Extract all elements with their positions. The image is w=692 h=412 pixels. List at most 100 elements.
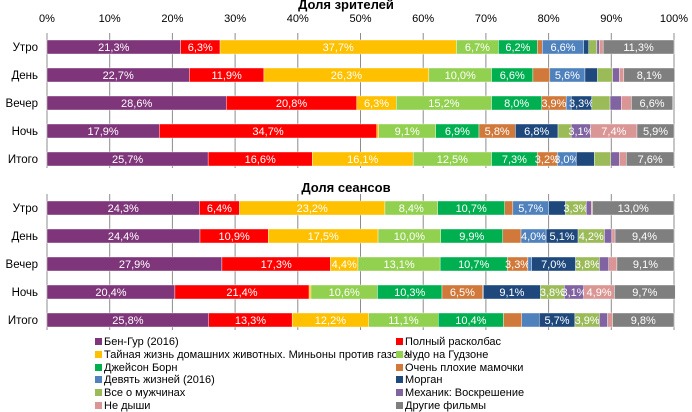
x-tick-label: 70% xyxy=(475,13,497,25)
legend-swatch xyxy=(396,351,403,358)
data-label: 17,5% xyxy=(308,231,339,243)
bar-segment xyxy=(504,200,514,216)
data-label: 21,4% xyxy=(226,287,257,299)
data-label: 10,9% xyxy=(219,231,250,243)
bar-segment xyxy=(376,123,379,139)
bar-segment xyxy=(611,228,616,244)
bar-segment xyxy=(584,67,598,83)
data-label: 25,8% xyxy=(112,315,143,327)
bar-segment xyxy=(599,312,608,328)
legend-swatch xyxy=(95,389,102,396)
legend-swatch xyxy=(95,376,102,383)
category-label: Ночь xyxy=(12,287,38,299)
data-label: 6,8% xyxy=(524,126,549,138)
data-label: 3,8% xyxy=(540,287,565,299)
x-tick-label: 40% xyxy=(287,13,309,25)
legend-swatch xyxy=(396,364,403,371)
data-label: 3,2% xyxy=(535,154,560,166)
bar-segment xyxy=(586,200,592,216)
data-label: 6,4% xyxy=(207,203,232,215)
x-tick-label: 100% xyxy=(660,13,688,25)
data-label: 8,1% xyxy=(637,70,662,82)
x-tick-label: 50% xyxy=(349,13,371,25)
legend-label: Бен-Гур (2016) xyxy=(104,336,179,348)
data-label: 5,9% xyxy=(643,126,668,138)
data-label: 3,9% xyxy=(541,98,566,110)
data-label: 13,0% xyxy=(618,203,649,215)
category-label: Вечер xyxy=(6,259,38,271)
data-label: 6,3% xyxy=(364,98,389,110)
category-label: Утро xyxy=(13,203,38,215)
bar-segment xyxy=(588,39,598,55)
data-label: 9,9% xyxy=(459,231,484,243)
legend-swatch xyxy=(95,351,102,358)
data-label: 6,3% xyxy=(188,42,213,54)
data-label: 8,4% xyxy=(399,203,424,215)
data-label: 3,9% xyxy=(575,315,600,327)
data-label: 9,1% xyxy=(499,287,524,299)
bar-segment xyxy=(537,39,543,55)
data-label: 4,4% xyxy=(332,259,357,271)
data-label: 6,7% xyxy=(465,42,490,54)
bar-segment xyxy=(599,39,604,55)
data-label: 6,6% xyxy=(500,70,525,82)
bar-segment xyxy=(502,228,522,244)
data-label: 3,0% xyxy=(554,154,579,166)
bar-segment xyxy=(596,39,600,55)
category-label: Итого xyxy=(8,154,38,166)
bar-segment xyxy=(619,151,627,167)
data-label: 10,6% xyxy=(329,287,360,299)
x-tick-label: 10% xyxy=(99,13,121,25)
bar-segment xyxy=(575,151,595,167)
data-label: 10,7% xyxy=(458,259,489,271)
data-label: 6,6% xyxy=(640,98,665,110)
bar-segment xyxy=(619,67,625,83)
data-label: 15,2% xyxy=(428,98,459,110)
data-label: 13,1% xyxy=(383,259,414,271)
data-label: 16,1% xyxy=(347,154,378,166)
legend-label: Все о мужчинах xyxy=(104,387,186,399)
data-label: 11,1% xyxy=(388,315,419,327)
data-label: 9,1% xyxy=(633,259,658,271)
data-label: 10,3% xyxy=(394,287,425,299)
data-label: 10,7% xyxy=(456,203,487,215)
data-label: 4,2% xyxy=(579,231,604,243)
legend-label: Механик: Воскрешение xyxy=(405,387,524,399)
data-label: 9,8% xyxy=(631,315,656,327)
bar-segment xyxy=(612,67,620,83)
data-label: 8,0% xyxy=(504,98,529,110)
bar-segment xyxy=(616,256,675,272)
bar-segment xyxy=(631,95,673,111)
legend-swatch xyxy=(396,402,403,409)
data-label: 12,5% xyxy=(437,154,468,166)
x-tick-label: 0% xyxy=(39,13,55,25)
bar-segment xyxy=(599,256,609,272)
chart-title: Доля зрителей xyxy=(298,0,394,12)
data-label: 3,3% xyxy=(563,203,588,215)
category-label: Вечер xyxy=(6,98,38,110)
data-label: 12,2% xyxy=(315,315,346,327)
category-label: Итого xyxy=(8,315,38,327)
bar-segment xyxy=(608,256,618,272)
legend-label: Девять жизней (2016) xyxy=(104,374,215,386)
bar-segment xyxy=(604,228,613,244)
data-label: 26,3% xyxy=(331,70,362,82)
data-label: 11,9% xyxy=(211,70,242,82)
data-label: 10,0% xyxy=(394,231,425,243)
bar-segment xyxy=(609,95,622,111)
data-label: 16,6% xyxy=(245,154,276,166)
legend-swatch xyxy=(396,376,403,383)
bar-segment xyxy=(612,312,675,328)
data-label: 4,9% xyxy=(587,287,612,299)
data-label: 24,4% xyxy=(108,231,139,243)
data-label: 34,7% xyxy=(252,126,283,138)
bar-segment xyxy=(597,67,613,83)
bar-segment xyxy=(602,39,675,55)
bar-segment xyxy=(614,228,675,244)
data-label: 10,4% xyxy=(455,315,486,327)
data-label: 3,1% xyxy=(568,126,593,138)
legend-swatch xyxy=(95,364,102,371)
data-label: 17,3% xyxy=(261,259,292,271)
data-label: 11,3% xyxy=(623,42,654,54)
